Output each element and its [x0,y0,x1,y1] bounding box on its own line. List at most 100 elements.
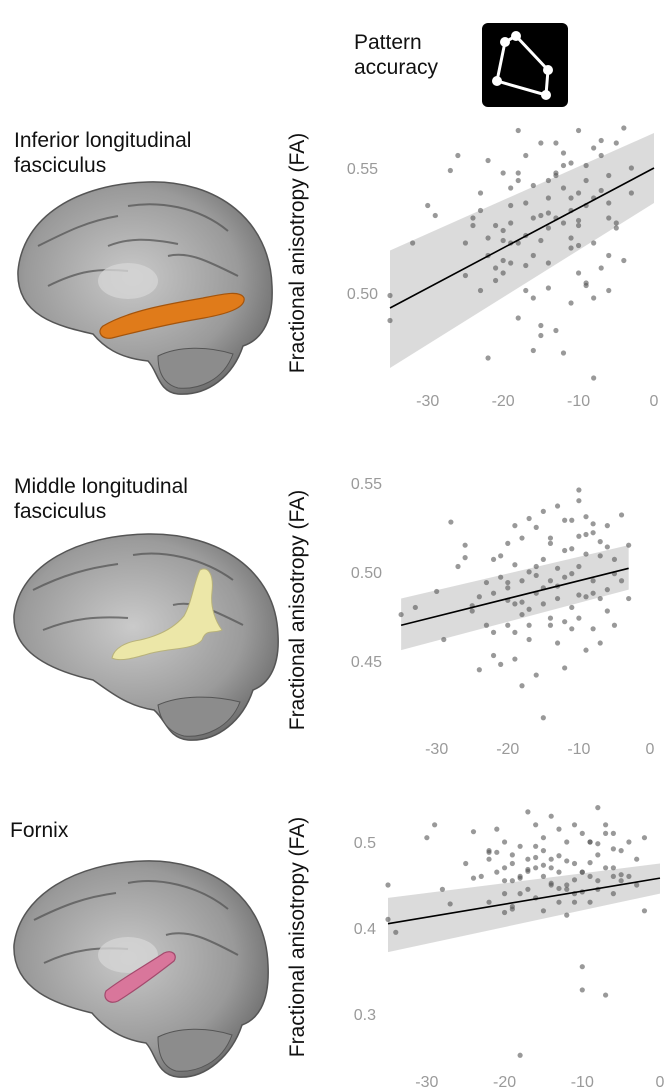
data-point [501,878,508,884]
data-point [512,523,518,529]
data-point [470,215,476,221]
data-point [604,544,610,550]
data-point [621,125,627,131]
data-point [569,546,575,552]
data-point [583,280,589,286]
data-point [540,601,546,607]
data-point [545,285,551,291]
data-point [618,878,624,884]
data-point [562,619,568,625]
data-point [569,517,575,523]
data-point [556,826,562,832]
data-point [587,899,593,905]
data-point [477,287,484,294]
data-point [500,170,506,176]
data-point [512,656,518,662]
data-point [538,237,544,244]
data-point [618,512,625,518]
data-point [576,592,582,598]
data-point [579,869,585,875]
data-point [564,886,570,892]
data-point [583,594,589,600]
confidence-band [388,863,660,953]
data-point [494,849,500,855]
data-point [610,873,616,879]
data-point [490,556,497,563]
data-point [547,615,554,621]
data-point [508,260,514,266]
data-point [540,715,546,721]
data-point [540,862,547,868]
data-point [540,835,547,841]
data-point [568,245,574,251]
data-point [483,579,490,586]
data-point [545,260,551,266]
data-point [634,882,640,888]
data-point [462,240,469,246]
chart-ilf-ylabel: Fractional anisotropy (FA) [286,133,309,373]
data-point [526,622,532,628]
data-point [591,295,597,301]
data-point [470,222,476,229]
data-point [526,606,532,612]
y-tick-label: 0.3 [354,1007,376,1024]
data-point [606,252,612,259]
data-point [478,873,484,879]
data-point [526,515,532,522]
data-point [568,195,574,201]
data-point [434,588,440,595]
data-point [575,127,582,134]
data-point [613,220,619,226]
data-point [505,579,511,586]
data-point [553,327,559,334]
data-point [569,571,575,577]
data-point [590,626,596,632]
data-point [538,212,544,219]
data-point [562,574,568,580]
data-point [587,873,593,879]
data-point [621,257,627,264]
data-point [498,574,504,580]
data-point [576,615,582,621]
x-tick-label: -10 [567,741,590,758]
data-point [493,222,499,229]
data-point [517,843,523,849]
data-point [613,225,619,231]
data-point [486,856,492,862]
data-point [610,865,616,871]
data-point [485,355,491,361]
data-point [515,170,521,176]
data-point [530,215,536,221]
x-tick-label: 0 [656,1074,664,1091]
data-point [598,265,604,271]
data-point [508,220,514,226]
data-point [564,882,570,888]
data-point [547,540,554,546]
data-point [512,562,518,568]
data-point [553,172,559,179]
data-point [628,190,634,196]
x-tick-label: -30 [425,741,448,758]
data-point [611,556,618,563]
data-point [533,563,539,570]
data-point [509,878,515,884]
data-point [583,177,589,184]
data-point [595,841,601,847]
data-point [538,332,544,339]
data-point [519,599,525,605]
data-point [424,835,430,841]
brain-sagittal-ilf-icon [17,181,273,395]
data-point [590,521,596,527]
data-point [579,830,585,836]
data-point [501,891,508,897]
data-point [477,190,484,196]
data-point [470,875,477,881]
x-tick-label: 0 [646,741,655,758]
data-point [618,578,625,584]
data-point [515,127,521,134]
data-point [595,852,601,858]
x-tick-label: -20 [493,1074,516,1091]
x-tick-label: 0 [650,393,659,410]
data-point [515,177,521,184]
data-point [568,300,574,306]
